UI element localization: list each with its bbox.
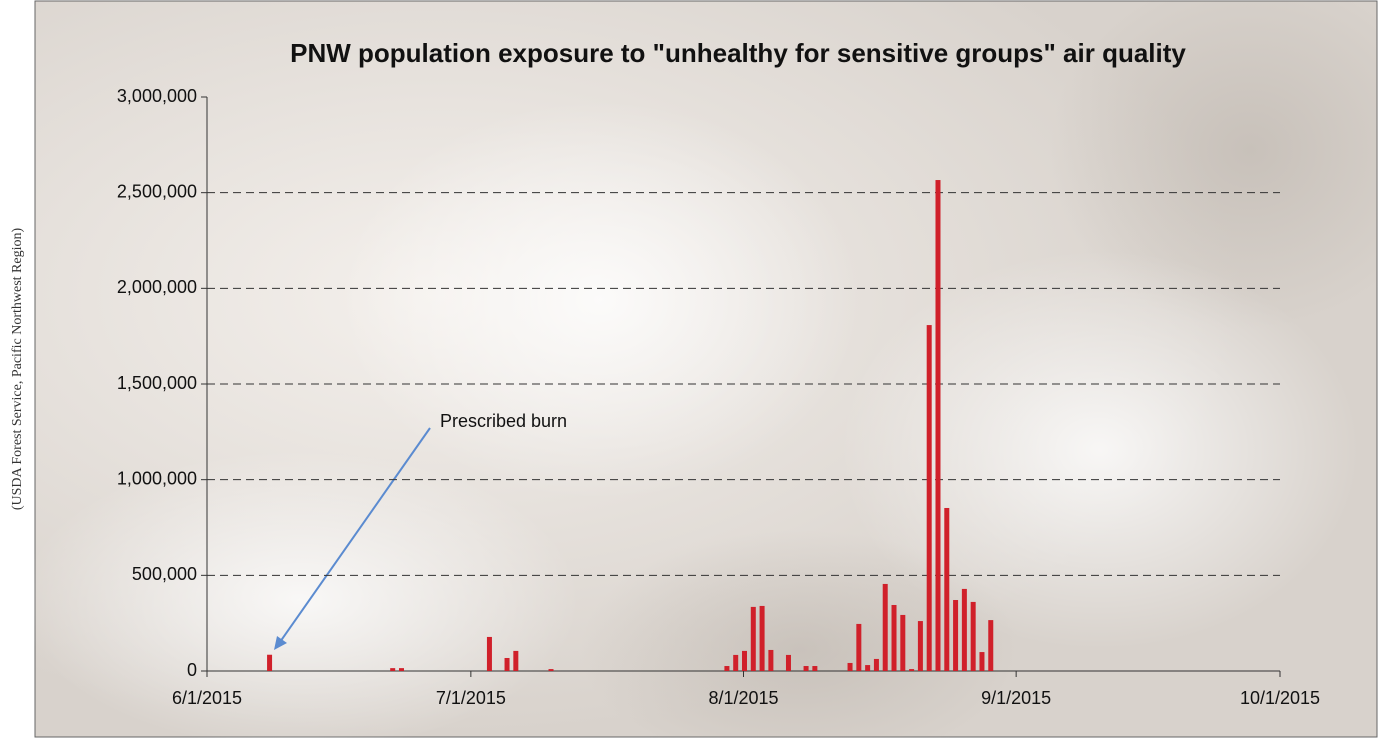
bar <box>768 650 773 671</box>
bar <box>760 606 765 671</box>
chart: (USDA Forest Service, Pacific Northwest … <box>0 0 1378 738</box>
y-tick-label: 2,500,000 <box>117 181 197 201</box>
bar <box>505 658 510 671</box>
bar <box>944 508 949 671</box>
bar <box>874 659 879 671</box>
bar <box>865 665 870 671</box>
x-tick-label: 7/1/2015 <box>436 688 506 708</box>
bar <box>900 615 905 671</box>
annotation: Prescribed burn <box>440 411 567 431</box>
bar <box>812 666 817 671</box>
bar <box>267 655 272 671</box>
bar <box>513 651 518 671</box>
bar <box>733 655 738 671</box>
bar <box>549 669 554 671</box>
x-tick-label: 10/1/2015 <box>1240 688 1320 708</box>
bar <box>971 602 976 671</box>
bar <box>804 666 809 671</box>
y-tick-label: 3,000,000 <box>117 86 197 106</box>
y-tick-label: 1,000,000 <box>117 468 197 488</box>
bar <box>724 666 729 671</box>
bar <box>751 607 756 671</box>
y-tick-label: 2,000,000 <box>117 277 197 297</box>
smoke <box>340 100 860 500</box>
bar <box>883 584 888 671</box>
y-tick-label: 1,500,000 <box>117 373 197 393</box>
y-tick-label: 500,000 <box>132 564 197 584</box>
bar <box>848 663 853 671</box>
bar <box>892 605 897 671</box>
chart-title: PNW population exposure to "unhealthy fo… <box>290 38 1186 68</box>
bar <box>909 669 914 671</box>
bar <box>962 589 967 671</box>
bar <box>953 600 958 671</box>
x-tick-label: 9/1/2015 <box>981 688 1051 708</box>
bar <box>786 655 791 671</box>
bar <box>390 668 395 671</box>
bar <box>979 652 984 671</box>
bar <box>399 668 404 671</box>
y-tick-label: 0 <box>187 660 197 680</box>
page: (USDA Forest Service, Pacific Northwest … <box>0 0 1378 743</box>
bar <box>988 620 993 671</box>
bar <box>856 624 861 671</box>
source-note: (USDA Forest Service, Pacific Northwest … <box>10 228 25 511</box>
bar <box>927 325 932 671</box>
x-tick-label: 6/1/2015 <box>172 688 242 708</box>
bar <box>935 180 940 671</box>
x-tick-label: 8/1/2015 <box>708 688 778 708</box>
bar <box>918 621 923 671</box>
bar <box>487 637 492 671</box>
bar <box>742 651 747 671</box>
